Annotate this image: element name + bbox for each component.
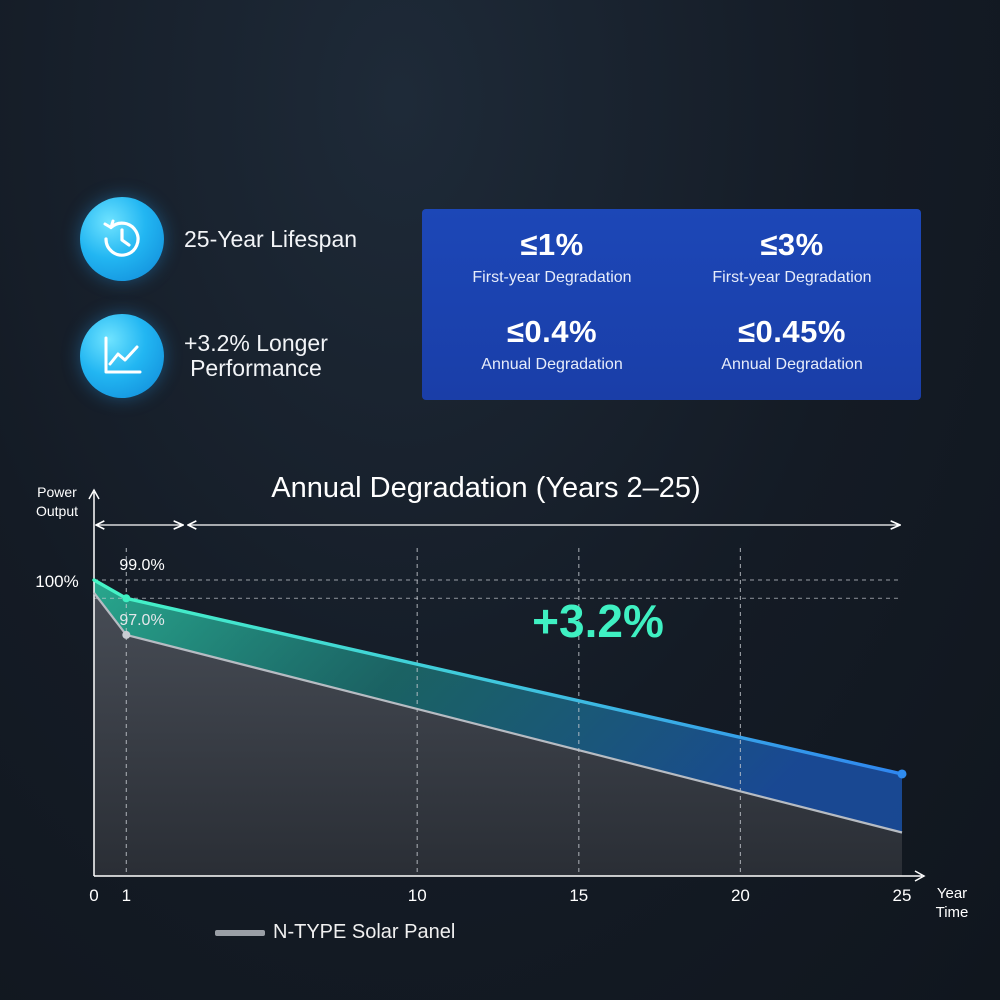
- feature-lifespan-line-1: 25-Year Lifespan: [184, 225, 358, 252]
- y-axis-arrow: [88, 488, 100, 500]
- spec-value: ≤3%: [760, 227, 824, 262]
- y-axis-label-line-2: Output: [36, 503, 78, 519]
- chart-title: Annual Degradation (Years 2–25): [271, 472, 700, 504]
- spec-annual-2: ≤0.45% Annual Degradation: [672, 314, 912, 374]
- spec-first-year-2: ≤3% First-year Degradation: [672, 227, 912, 287]
- spec-first-year-1: ≤1% First-year Degradation: [432, 227, 672, 287]
- x-tick-label-15: 15: [569, 886, 588, 905]
- feature-lifespan-text: 25-Year Lifespan: [184, 225, 358, 252]
- point-high-efficiency-year-1: [122, 594, 131, 603]
- y-axis-label-line-1: Power: [37, 484, 77, 500]
- x-axis-label-line-2: Time: [936, 904, 969, 921]
- x-tick-label-25: 25: [893, 886, 912, 905]
- point-label-upper: 99.0%: [119, 557, 164, 574]
- x-tick-label-20: 20: [731, 886, 750, 905]
- spec-value: ≤0.45%: [738, 314, 846, 349]
- spec-label: First-year Degradation: [472, 269, 632, 286]
- feature-performance-line-1: +3.2% Longer: [184, 330, 328, 356]
- performance-gap-area: [94, 580, 902, 833]
- line-chart-icon: [80, 314, 164, 398]
- x-tick-label-1: 1: [122, 886, 131, 905]
- x-tick-label-10: 10: [408, 886, 427, 905]
- degradation-specs-panel: ≤1% First-year Degradation ≤3% First-yea…: [422, 209, 921, 400]
- point-label-lower: 97.0%: [119, 612, 164, 629]
- feature-performance-line-2: Performance: [190, 355, 322, 381]
- x-axis-arrow: [914, 870, 926, 882]
- spec-label: Annual Degradation: [721, 356, 863, 373]
- feature-performance-text: +3.2% Longer Performance: [184, 331, 328, 381]
- spec-value: ≤1%: [520, 227, 584, 262]
- legend-swatch-grey: [215, 929, 265, 936]
- x-axis-label-line-1: Year: [937, 885, 967, 902]
- y-tick-label-100: 100%: [35, 572, 78, 591]
- chart-legend: N-TYPE Solar Panel: [215, 921, 455, 944]
- gain-annotation: +3.2%: [532, 595, 664, 647]
- feature-lifespan: 25-Year Lifespan: [80, 197, 357, 281]
- spec-label: Annual Degradation: [481, 356, 623, 373]
- feature-performance: +3.2% Longer Performance: [80, 314, 328, 398]
- n-type-area: [94, 592, 902, 876]
- point-n-type-year-1: [122, 630, 131, 639]
- legend-label: N-TYPE Solar Panel: [273, 921, 456, 943]
- point-high-efficiency-year-25: [897, 769, 907, 779]
- spec-value: ≤0.4%: [506, 314, 598, 349]
- clock-history-icon: [80, 197, 164, 281]
- spec-label: First-year Degradation: [712, 269, 872, 286]
- spec-annual-1: ≤0.4% Annual Degradation: [432, 314, 672, 374]
- x-tick-label-0: 0: [89, 886, 98, 905]
